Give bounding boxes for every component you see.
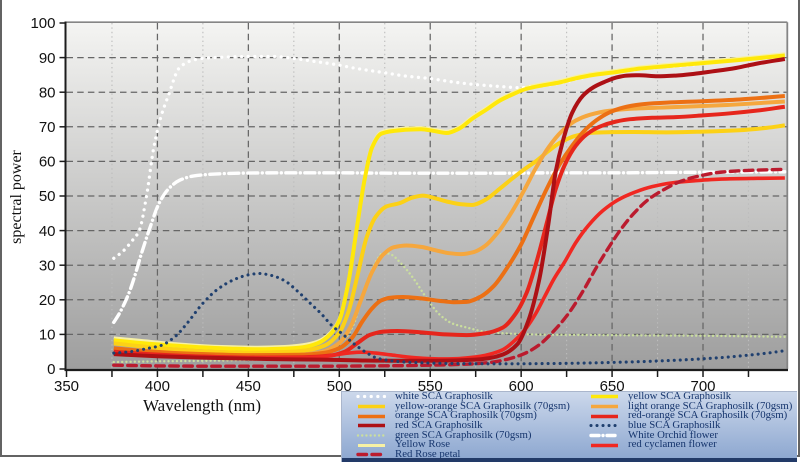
x-tick-label: 700	[690, 378, 715, 395]
legend-item: orange SCA Graphosilk (70gsm)	[356, 409, 589, 422]
legend-swatch	[589, 424, 620, 428]
legend-bottom-bar	[342, 458, 797, 462]
y-tick-label: 50	[39, 188, 56, 205]
legend-label: yellow SCA Graphosilk	[628, 390, 732, 402]
legend-column-right: yellow SCA Graphosilk light orange SCA Gr…	[589, 390, 793, 460]
y-tick-label: 20	[39, 292, 56, 309]
y-tick-label: 90	[39, 50, 56, 67]
x-tick-label: 450	[236, 378, 261, 395]
legend-item: red SCA Graphosilk	[356, 419, 589, 432]
legend-label: green SCA Graphosilk (70gsm)	[395, 428, 532, 441]
series-white-orchid-flower	[112, 170, 787, 324]
legend-item: blue SCA Graphosilk	[589, 419, 792, 432]
y-tick-label: 100	[30, 15, 55, 32]
y-tick-label: 30	[39, 257, 56, 274]
legend-item: White Orchid flower	[589, 428, 792, 441]
legend-item: Red Rose petal	[356, 448, 589, 461]
legend-swatch	[358, 414, 385, 419]
legend-label: orange SCA Graphosilk (70gsm)	[395, 409, 537, 422]
legend-swatch	[356, 453, 387, 457]
x-tick-label: 400	[145, 378, 170, 395]
legend-label: Red Rose petal	[395, 448, 461, 461]
x-tick-label: 350	[54, 378, 79, 395]
y-tick-label: 70	[39, 119, 56, 136]
legend-swatch	[356, 395, 387, 399]
legend-item: light orange SCA Graphosilk (70gsm)	[589, 399, 793, 412]
legend-swatch	[358, 424, 385, 428]
legend-swatch	[591, 395, 618, 399]
legend-label: light orange SCA Graphosilk (70gsm)	[628, 399, 793, 412]
legend-swatch	[358, 404, 385, 409]
series-red-sca-graphosilk	[113, 57, 786, 363]
series-white-sca-graphosilk	[112, 54, 787, 260]
y-tick-label: 0	[47, 361, 55, 378]
legend-label: Yellow Rose	[395, 438, 450, 451]
legend-column-left: white SCA Graphosilk yellow-orange SCA Gr…	[342, 390, 589, 461]
legend-swatch	[358, 443, 385, 447]
series-blue-sca-graphosilk	[112, 271, 787, 366]
legend-item: green SCA Graphosilk (70gsm)	[356, 428, 589, 441]
legend-item: Yellow Rose	[356, 438, 589, 451]
legend-label: red-orange SCA Graphosilk (70gsm)	[628, 409, 788, 422]
series-red-rose-petal	[112, 167, 787, 368]
y-tick-label: 80	[39, 84, 56, 101]
legend-label: yellow-orange SCA Graphosilk (70gsm)	[395, 399, 570, 412]
legend-swatch	[589, 433, 620, 438]
series-yellow-orange-sca-graphosilk-70gsm	[113, 123, 786, 355]
legend-swatch	[356, 434, 387, 437]
y-axis-title: spectral power	[8, 149, 25, 243]
legend-label: White Orchid flower	[628, 428, 718, 441]
series-red-cyclamen-flower	[113, 176, 785, 361]
y-tick-label: 40	[39, 223, 56, 240]
series-yellow-sca-graphosilk	[113, 53, 786, 352]
y-tick-label: 60	[39, 154, 56, 171]
legend-swatch	[591, 404, 618, 409]
legend-swatch	[591, 414, 618, 419]
x-tick-label: 500	[327, 378, 352, 395]
legend-item: red-orange SCA Graphosilk (70gsm)	[589, 409, 792, 422]
legend-item: red cyclamen flower	[589, 438, 792, 451]
x-tick-label: 650	[600, 378, 625, 395]
legend-label: red SCA Graphosilk	[395, 419, 483, 432]
x-tick-label: 600	[509, 378, 534, 395]
legend-item: yellow SCA Graphosilk	[589, 390, 792, 402]
x-tick-label: 550	[418, 378, 443, 395]
series-orange-sca-graphosilk-70gsm	[113, 94, 786, 358]
chart-legend: white SCA Graphosilk yellow-orange SCA Gr…	[341, 391, 797, 462]
legend-label: blue SCA Graphosilk	[628, 419, 721, 432]
legend-item: yellow-orange SCA Graphosilk (70gsm)	[356, 399, 589, 412]
legend-label: red cyclamen flower	[628, 438, 717, 451]
y-tick-label: 10	[39, 327, 56, 344]
legend-columns: white SCA Graphosilk yellow-orange SCA Gr…	[342, 390, 797, 461]
legend-label: white SCA Graphosilk	[395, 390, 493, 402]
legend-swatch	[591, 443, 618, 448]
legend-item: white SCA Graphosilk	[356, 390, 589, 402]
x-axis-title: Wavelength (nm)	[143, 396, 261, 415]
